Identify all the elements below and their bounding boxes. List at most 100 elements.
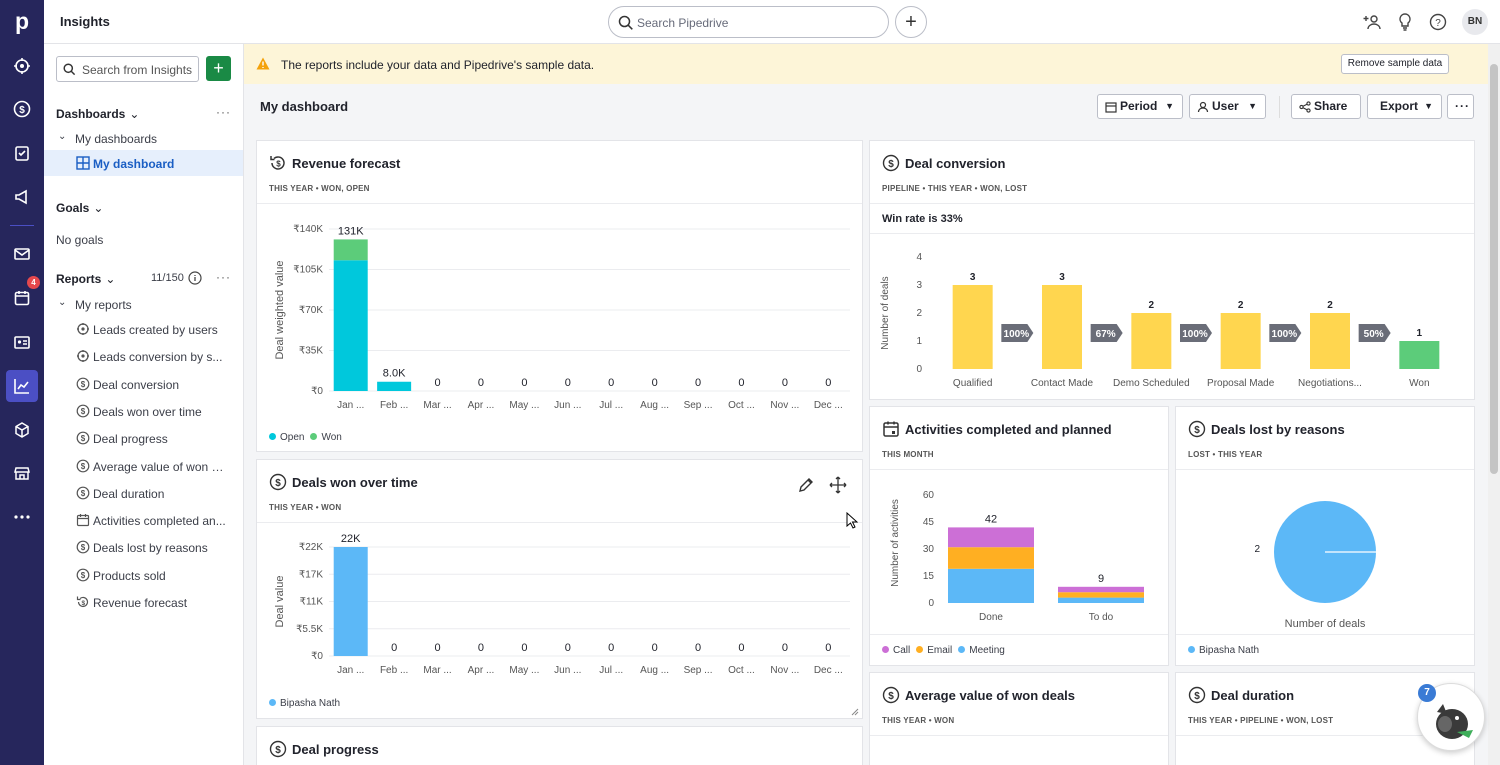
rail-divider [10,225,34,226]
x-tick-label: Jun ... [554,665,581,676]
more-icon[interactable] [8,503,36,531]
y-tick-label: 0 [916,364,922,375]
y-tick-label: ₹22K [299,542,323,553]
insights-icon[interactable] [6,370,38,402]
activities-card[interactable]: Activities completed and planned THIS MO… [869,406,1169,666]
reports-more-button[interactable]: ··· [216,270,231,284]
mail-icon[interactable] [8,240,36,268]
conversion-rate-label: 50% [1364,329,1384,340]
y-tick-label: ₹70K [299,305,323,316]
resize-handle-icon[interactable] [851,708,859,716]
x-tick-label: Dec ... [814,665,843,676]
dollar-icon: $ [1188,420,1206,438]
caret-down-icon: ▼ [1248,101,1257,111]
campaigns-icon[interactable] [8,183,36,211]
y-axis-label: Deal weighted value [274,260,286,359]
sidebar-report-item[interactable]: Leads conversion by s... [44,343,243,369]
marketplace-icon[interactable] [8,459,36,487]
legend-item: Bipasha Nath [1199,645,1260,656]
svg-text:$: $ [81,600,85,607]
bar [1220,313,1261,369]
goals-section-header[interactable]: Goals ⌄ [56,201,103,215]
dollar-icon: $ [76,377,90,390]
sidebar-report-item[interactable]: $ Deals lost by reasons [44,534,243,560]
projects-icon[interactable] [8,139,36,167]
period-button[interactable]: Period ▼ [1097,94,1183,119]
data-label: 42 [985,513,997,525]
average-value-card[interactable]: $ Average value of won deals THIS YEAR •… [869,672,1169,765]
deal-progress-card[interactable]: $ Deal progress [256,726,863,765]
export-button[interactable]: Export ▼ [1367,94,1442,119]
deals-lost-card[interactable]: $ Deals lost by reasons LOST • THIS YEAR… [1175,406,1475,666]
user-filter-button[interactable]: User ▼ [1189,94,1266,119]
my-dashboards-group[interactable]: ⌄ My dashboards [44,125,243,151]
dashboards-more-button[interactable]: ··· [216,105,231,119]
data-label: 0 [434,642,440,654]
x-tick-label: Jan ... [337,400,364,411]
leads-icon[interactable] [8,52,36,80]
help-widget-button[interactable]: 7 [1417,683,1485,751]
legend-item: Bipasha Nath [280,698,341,709]
dashboard-more-button[interactable]: ··· [1447,94,1474,119]
data-label: 0 [825,642,831,654]
card-divider [870,233,1474,234]
bar-segment [1058,592,1144,598]
card-subtitle: PIPELINE • THIS YEAR • WON, LOST [882,184,1028,193]
sidebar-report-item[interactable]: $ Revenue forecast [44,589,243,615]
contacts-icon[interactable] [8,328,36,356]
edit-icon[interactable] [797,476,815,494]
conversion-arrow [1269,324,1302,342]
revenue-forecast-card[interactable]: $ Revenue forecast THIS YEAR • WON, OPEN… [256,140,863,452]
export-label: Export [1380,99,1419,113]
quick-add-button[interactable]: + [895,6,927,38]
reports-section-header[interactable]: Reports ⌄ [56,272,115,286]
x-tick-label: Contact Made [1031,378,1094,389]
info-icon[interactable] [188,271,202,285]
sidebar-report-item[interactable]: Leads created by users [44,316,243,342]
sidebar-report-item[interactable]: Activities completed an... [44,507,243,533]
sidebar-report-item[interactable]: $ Deal conversion [44,371,243,397]
svg-text:$: $ [81,489,86,498]
bar [333,239,368,261]
remove-sample-data-button[interactable]: Remove sample data [1341,54,1449,74]
user-avatar[interactable]: BN [1462,9,1488,35]
lightbulb-icon[interactable] [1395,12,1415,32]
report-label: Leads created by users [93,323,218,337]
my-reports-group[interactable]: ⌄ My reports [44,291,243,317]
sidebar-report-item[interactable]: $ Products sold [44,562,243,588]
add-report-button[interactable]: + [206,56,231,81]
invite-users-icon[interactable] [1362,12,1382,32]
sidebar-report-item[interactable]: $ Deal duration [44,480,243,506]
move-icon[interactable] [829,476,847,494]
activities-icon[interactable] [8,284,36,312]
sidebar-report-item[interactable]: $ Average value of won d... [44,453,243,479]
bar-segment [948,527,1034,548]
products-icon[interactable] [8,416,36,444]
sidebar-report-item[interactable]: $ Deals won over time [44,398,243,424]
y-tick-label: ₹105K [293,265,323,276]
x-tick-label: Mar ... [423,400,451,411]
deals-won-over-time-card[interactable]: $ Deals won over time THIS YEAR • WON ₹0… [256,459,863,719]
search-input[interactable]: Search Pipedrive [608,6,889,38]
help-icon[interactable]: ? [1428,12,1448,32]
scrollbar-thumb[interactable] [1490,64,1498,474]
y-tick-label: ₹11K [300,597,324,608]
data-label: 0 [695,642,701,654]
caret-down-icon: ▼ [1165,101,1174,111]
svg-text:$: $ [81,407,86,416]
dashboards-section-header[interactable]: Dashboards ⌄ [56,107,139,121]
sidebar-item-my-dashboard[interactable]: My dashboard [44,150,243,176]
pipedrive-logo[interactable]: p [14,8,30,34]
deals-icon[interactable]: $ [8,95,36,123]
dashboards-label: Dashboards [56,107,126,121]
sidebar-search-input[interactable]: Search from Insights [56,56,199,82]
page-scrollbar[interactable] [1488,44,1500,765]
data-label: 0 [825,377,831,389]
no-goals-text: No goals [56,233,104,247]
share-button[interactable]: Share [1291,94,1361,119]
sidebar-report-item[interactable]: $ Deal progress [44,425,243,451]
deal-conversion-card[interactable]: $ Deal conversion PIPELINE • THIS YEAR •… [869,140,1475,400]
dollar-icon: $ [269,473,287,491]
pie-slice-label: 2 [1254,544,1260,555]
dollar-icon: $ [882,686,900,704]
